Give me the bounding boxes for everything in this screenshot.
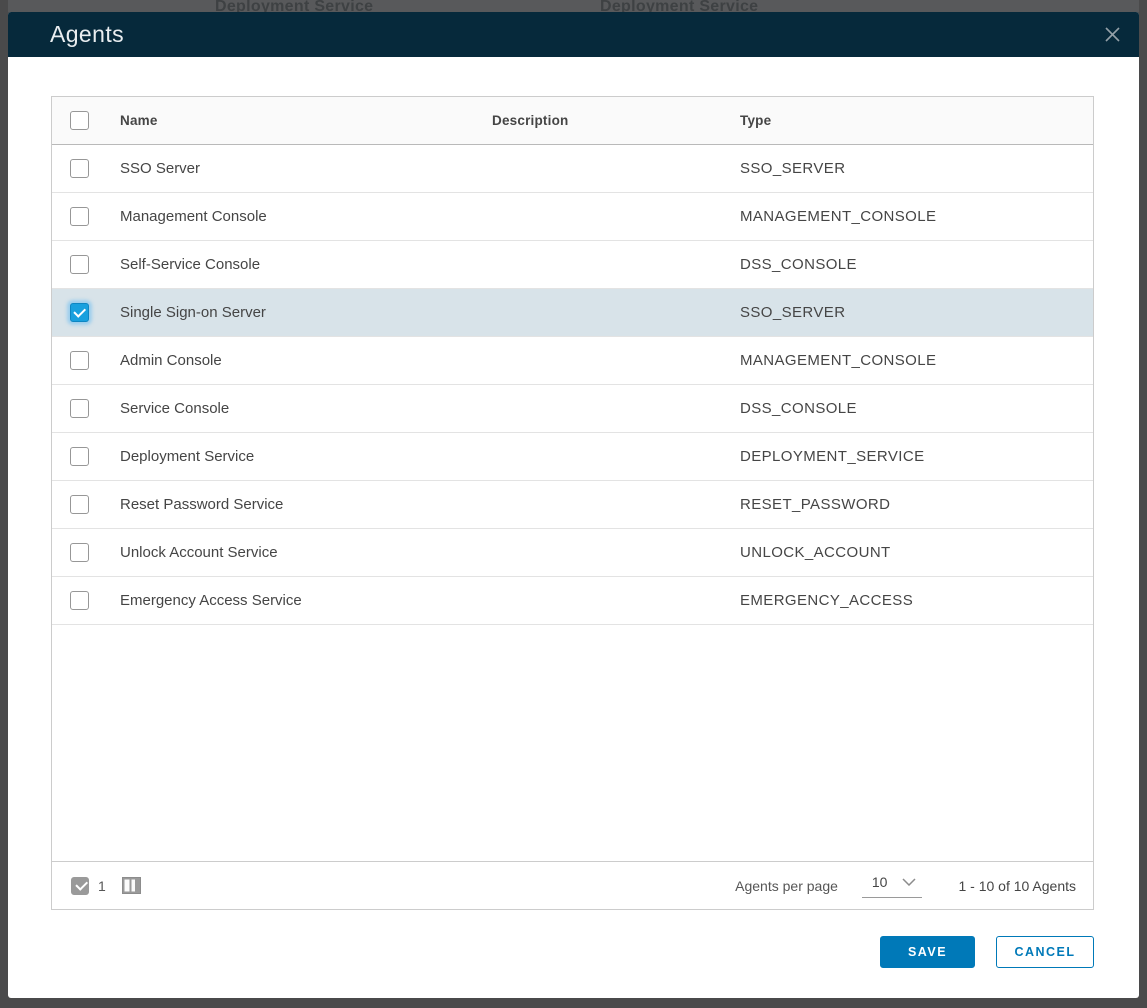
table-empty-area: [52, 625, 1093, 861]
cell-name: Self-Service Console: [120, 256, 261, 273]
column-toggle-icon[interactable]: [121, 877, 141, 894]
agents-table: Name Description Type SSO Server SSO_SER…: [51, 96, 1094, 910]
cancel-button[interactable]: CANCEL: [996, 936, 1094, 968]
cell-name: Emergency Access Service: [120, 592, 302, 609]
row-checkbox[interactable]: [69, 399, 89, 418]
row-checkbox-cell: [52, 207, 106, 226]
modal-title: Agents: [50, 21, 125, 47]
cell-type: SSO_SERVER: [740, 160, 846, 177]
background-page-text: Deployment Service: [600, 0, 759, 12]
table-row[interactable]: Service Console DSS_CONSOLE: [52, 385, 1093, 433]
cell-name: SSO Server: [120, 160, 201, 177]
cell-type: EMERGENCY_ACCESS: [740, 592, 914, 609]
cell-name: Management Console: [120, 208, 267, 225]
cell-name: Deployment Service: [120, 448, 255, 465]
cell-name: Single Sign-on Server: [120, 304, 266, 321]
row-checkbox-cell: [52, 543, 106, 562]
row-checkbox-cell: [52, 447, 106, 466]
chevron-down-icon: [902, 877, 916, 886]
background-page-text: Deployment Service: [215, 0, 374, 12]
cell-type: MANAGEMENT_CONSOLE: [740, 352, 937, 369]
row-checkbox[interactable]: [69, 351, 89, 370]
table-row[interactable]: Single Sign-on Server SSO_SERVER: [52, 289, 1093, 337]
row-checkbox[interactable]: [69, 303, 89, 322]
cell-type: DSS_CONSOLE: [740, 256, 857, 273]
row-checkbox-cell: [52, 399, 106, 418]
table-row[interactable]: Emergency Access Service EMERGENCY_ACCES…: [52, 577, 1093, 625]
close-button[interactable]: [1099, 22, 1125, 48]
agents-modal: Agents Name Description Type: [8, 12, 1139, 998]
row-checkbox[interactable]: [69, 207, 89, 226]
cell-type: RESET_PASSWORD: [740, 496, 891, 513]
table-row[interactable]: Reset Password Service RESET_PASSWORD: [52, 481, 1093, 529]
header-cell-name[interactable]: Name: [106, 112, 476, 130]
row-checkbox[interactable]: [69, 543, 89, 562]
table-row[interactable]: Unlock Account Service UNLOCK_ACCOUNT: [52, 529, 1093, 577]
cell-type: UNLOCK_ACCOUNT: [740, 544, 891, 561]
header-cell-type[interactable]: Type: [723, 112, 1093, 130]
column-header-label: Type: [740, 112, 772, 128]
row-checkbox-cell: [52, 591, 106, 610]
per-page-label: Agents per page: [735, 877, 838, 894]
cell-type: MANAGEMENT_CONSOLE: [740, 208, 937, 225]
save-button[interactable]: SAVE: [880, 936, 975, 968]
column-header-label: Name: [120, 112, 158, 128]
row-checkbox[interactable]: [69, 591, 89, 610]
cell-name: Admin Console: [120, 352, 222, 369]
table-row[interactable]: Admin Console MANAGEMENT_CONSOLE: [52, 337, 1093, 385]
selected-count-icon: [71, 876, 89, 895]
cell-type: DEPLOYMENT_SERVICE: [740, 448, 925, 465]
row-checkbox-cell: [52, 351, 106, 370]
dimmed-background-page: Deployment Service Deployment Service: [8, 0, 1139, 12]
modal-actions: SAVE CANCEL: [880, 936, 1094, 968]
table-row[interactable]: Self-Service Console DSS_CONSOLE: [52, 241, 1093, 289]
select-all-checkbox[interactable]: [69, 111, 89, 130]
close-icon: [1102, 24, 1123, 45]
column-header-label: Description: [492, 112, 569, 128]
row-checkbox[interactable]: [69, 495, 89, 514]
header-checkbox-cell: [52, 111, 106, 130]
per-page-value: 10: [871, 873, 888, 890]
row-checkbox[interactable]: [69, 255, 89, 274]
row-checkbox-cell: [52, 495, 106, 514]
modal-header: Agents: [8, 12, 1139, 57]
cell-name: Service Console: [120, 400, 230, 417]
row-checkbox-cell: [52, 255, 106, 274]
header-cell-description[interactable]: Description: [476, 112, 723, 130]
table-header-row: Name Description Type: [52, 97, 1093, 145]
selected-count: 1: [98, 877, 106, 894]
table-footer: 1 Agents per page 10: [52, 861, 1093, 909]
cell-type: DSS_CONSOLE: [740, 400, 857, 417]
table-row[interactable]: Deployment Service DEPLOYMENT_SERVICE: [52, 433, 1093, 481]
cell-name: Unlock Account Service: [120, 544, 278, 561]
cell-type: SSO_SERVER: [740, 304, 846, 321]
pagination-controls: Agents per page 10 1 - 10 of 10 Agents: [735, 874, 1076, 898]
cell-name: Reset Password Service: [120, 496, 284, 513]
row-checkbox[interactable]: [69, 159, 89, 178]
table-row[interactable]: SSO Server SSO_SERVER: [52, 145, 1093, 193]
per-page-select[interactable]: 10: [861, 873, 923, 898]
pagination-range: 1 - 10 of 10 Agents: [958, 877, 1076, 894]
table-row[interactable]: Management Console MANAGEMENT_CONSOLE: [52, 193, 1093, 241]
row-checkbox-cell: [52, 303, 106, 322]
row-checkbox[interactable]: [69, 447, 89, 466]
table-body: SSO Server SSO_SERVER Management Console…: [52, 145, 1093, 625]
row-checkbox-cell: [52, 159, 106, 178]
